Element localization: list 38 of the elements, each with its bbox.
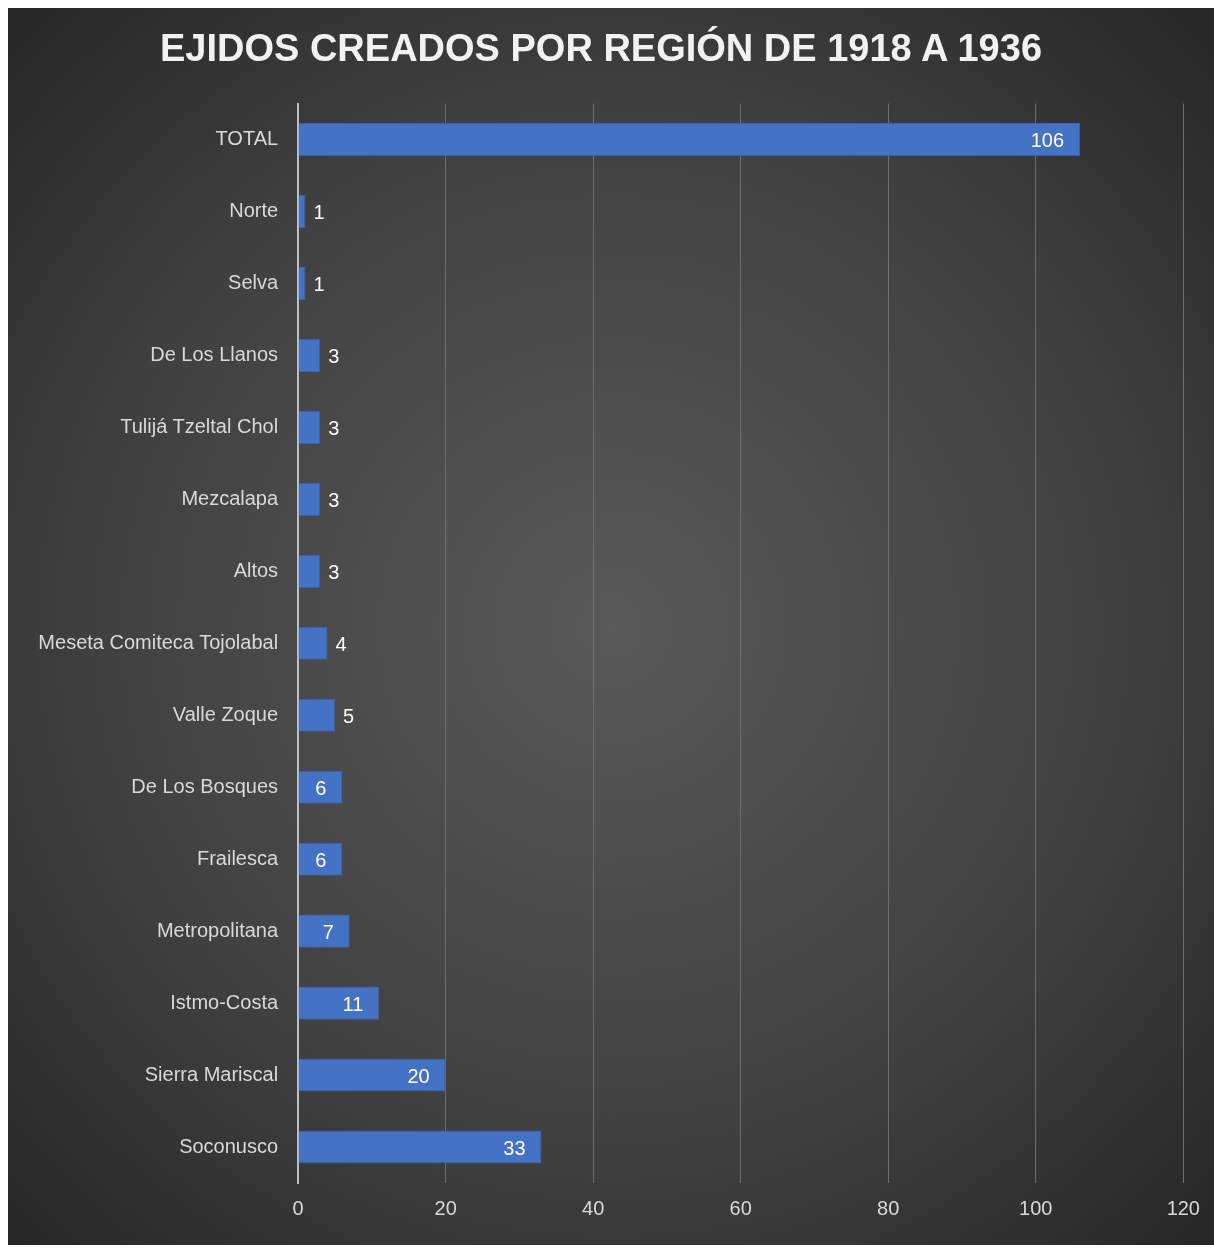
data-label: 3: [328, 416, 340, 439]
data-label: 4: [335, 632, 347, 655]
chart-title: EJIDOS CREADOS POR REGIÓN DE 1918 A 1936: [159, 26, 1043, 70]
y-tick-label: Tulijá Tzeltal Chol: [120, 414, 279, 437]
data-label: 3: [328, 560, 340, 583]
y-tick-label: TOTAL: [215, 127, 279, 150]
x-tick-label: 60: [729, 1196, 752, 1219]
y-tick-label: De Los Bosques: [131, 774, 279, 797]
data-label: 1: [313, 201, 325, 224]
y-tick-label: Valle Zoque: [172, 702, 279, 725]
y-tick-label: Altos: [233, 558, 279, 581]
data-label: 106: [1030, 129, 1065, 152]
data-label: 33: [503, 1136, 526, 1159]
data-label: 6: [315, 776, 327, 799]
y-tick-label: Mezcalapa: [181, 486, 279, 509]
x-tick-label: 0: [292, 1196, 304, 1219]
data-label: 11: [342, 992, 364, 1015]
y-tick-label: Soconusco: [179, 1134, 279, 1157]
x-tick-label: 40: [582, 1196, 605, 1219]
y-tick-label: Meseta Comiteca Tojolabal: [38, 630, 279, 653]
y-tick-label: Istmo-Costa: [170, 990, 279, 1013]
data-label: 7: [322, 920, 334, 943]
y-tick-label: Selva: [228, 271, 279, 294]
y-tick-label: Frailesca: [196, 846, 279, 869]
data-label: 3: [328, 488, 340, 511]
data-label: 3: [328, 344, 340, 367]
x-tick-label: 80: [877, 1196, 900, 1219]
y-tick-label: Sierra Mariscal: [144, 1062, 279, 1085]
data-label: 6: [315, 848, 327, 871]
y-tick-label: Metropolitana: [156, 918, 279, 941]
data-label: 5: [343, 704, 355, 727]
x-tick-label: 20: [434, 1196, 457, 1219]
x-tick-label: 100: [1019, 1196, 1053, 1219]
y-tick-label: Norte: [229, 199, 279, 222]
data-label: 20: [407, 1064, 430, 1087]
y-tick-label: De Los Llanos: [150, 342, 279, 365]
data-label: 1: [313, 273, 325, 296]
x-tick-label: 120: [1166, 1196, 1200, 1219]
